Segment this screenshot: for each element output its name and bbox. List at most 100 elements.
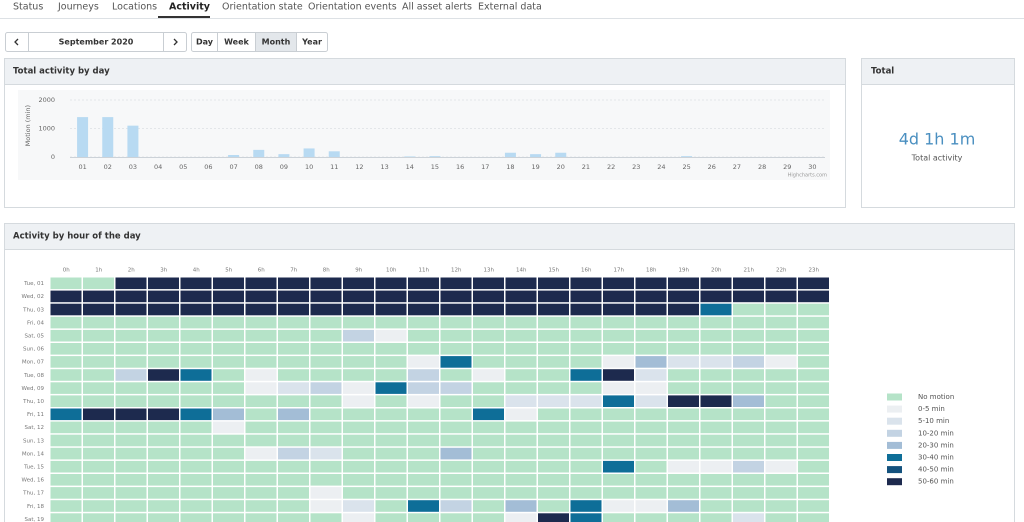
heat-cell bbox=[570, 421, 602, 434]
heat-cell bbox=[115, 447, 147, 460]
x-tick-label: 20 bbox=[557, 163, 565, 171]
tab[interactable]: Journeys bbox=[57, 2, 99, 13]
tab[interactable]: Orientation events bbox=[308, 2, 397, 13]
x-tick-label: 10 bbox=[305, 163, 313, 171]
heat-cell bbox=[278, 343, 309, 355]
y-tick-label: Sat, 19 bbox=[24, 517, 44, 522]
x-tick-label: 11h bbox=[419, 268, 430, 274]
heat-cell bbox=[473, 369, 504, 381]
heat-cell bbox=[570, 343, 602, 355]
legend-label: 10-20 min bbox=[918, 429, 954, 437]
heat-cell bbox=[538, 277, 569, 290]
heat-cell bbox=[180, 500, 212, 512]
x-tick-label: 2h bbox=[128, 268, 135, 274]
heat-cell bbox=[408, 474, 439, 486]
heat-cell bbox=[375, 343, 407, 355]
heat-cell bbox=[473, 356, 504, 368]
heat-cell bbox=[440, 303, 472, 316]
heat-cell bbox=[278, 513, 309, 522]
heat-cell bbox=[700, 316, 732, 329]
heat-cell bbox=[473, 316, 504, 329]
heat-cell bbox=[798, 408, 829, 421]
heat-cell bbox=[408, 500, 439, 512]
x-tick-label: 13 bbox=[380, 163, 388, 171]
tab[interactable]: All asset alerts bbox=[402, 2, 472, 13]
heat-cell bbox=[408, 460, 439, 473]
x-tick-label: 17 bbox=[481, 163, 489, 171]
x-tick-label: 07 bbox=[229, 163, 237, 171]
heat-cell bbox=[505, 447, 537, 460]
view-button[interactable]: Day bbox=[196, 38, 214, 47]
heat-cell bbox=[700, 369, 732, 381]
tab[interactable]: External data bbox=[478, 2, 542, 13]
heat-cell bbox=[50, 356, 82, 368]
heat-cell bbox=[570, 356, 602, 368]
heat-cell bbox=[765, 303, 797, 316]
tab[interactable]: Status bbox=[13, 2, 43, 13]
heat-cell bbox=[180, 290, 212, 303]
heat-cell bbox=[375, 513, 407, 522]
heat-cell bbox=[440, 343, 472, 355]
tab[interactable]: Orientation state bbox=[222, 2, 303, 13]
heat-cell bbox=[115, 356, 147, 368]
heat-cell bbox=[213, 343, 244, 355]
heat-cell bbox=[180, 356, 212, 368]
heat-cell bbox=[310, 487, 342, 499]
heat-cell bbox=[278, 421, 309, 434]
heat-cell bbox=[343, 356, 374, 368]
heat-cell bbox=[505, 408, 537, 421]
x-tick-label: 19h bbox=[679, 268, 690, 274]
tab-active[interactable]: Activity bbox=[169, 2, 211, 13]
heat-cell bbox=[603, 474, 634, 486]
heat-cell bbox=[570, 474, 602, 486]
heat-cell bbox=[798, 447, 829, 460]
heat-cell bbox=[50, 316, 82, 329]
heat-cell bbox=[700, 434, 732, 447]
heat-cell bbox=[408, 513, 439, 522]
heat-cell bbox=[603, 303, 634, 316]
x-tick-label: 21 bbox=[582, 163, 590, 171]
heat-cell bbox=[603, 434, 634, 447]
view-active-bg bbox=[255, 33, 297, 51]
heat-cell bbox=[668, 329, 699, 342]
heat-cell bbox=[278, 277, 309, 290]
heat-cell bbox=[83, 395, 114, 407]
view-button[interactable]: Week bbox=[224, 38, 249, 47]
plot-background bbox=[18, 90, 830, 180]
legend-swatch bbox=[887, 478, 902, 486]
heat-cell bbox=[440, 316, 472, 329]
x-tick-label: 18h bbox=[646, 268, 657, 274]
heat-cell bbox=[538, 382, 569, 394]
heat-cell bbox=[278, 408, 309, 421]
heat-cell bbox=[148, 277, 179, 290]
prev-button[interactable] bbox=[14, 38, 19, 46]
heat-cell bbox=[115, 408, 147, 421]
heat-cell bbox=[343, 395, 374, 407]
heat-cell bbox=[50, 382, 82, 394]
bar bbox=[429, 156, 441, 157]
heat-cell bbox=[603, 421, 634, 434]
x-tick-label: 28 bbox=[758, 163, 766, 171]
heat-cell bbox=[180, 382, 212, 394]
heat-cell bbox=[473, 513, 504, 522]
heat-cell bbox=[473, 329, 504, 342]
heat-cell bbox=[83, 369, 114, 381]
x-tick-label: 12 bbox=[355, 163, 363, 171]
heat-cell bbox=[50, 500, 82, 512]
tab[interactable]: Locations bbox=[112, 2, 157, 13]
heat-cell bbox=[278, 487, 309, 499]
view-button[interactable]: Month bbox=[262, 38, 291, 47]
x-tick-label: 23 bbox=[632, 163, 640, 171]
heat-cell bbox=[115, 277, 147, 290]
view-button[interactable]: Year bbox=[301, 38, 322, 47]
heat-cell bbox=[50, 369, 82, 381]
legend-label: 40-50 min bbox=[918, 466, 954, 474]
legend-label: 0-5 min bbox=[918, 405, 945, 413]
next-button[interactable] bbox=[173, 38, 178, 46]
heat-cell bbox=[765, 356, 797, 368]
heat-cell bbox=[408, 356, 439, 368]
total-value: 4d 1h 1m bbox=[899, 130, 976, 149]
heat-cell bbox=[310, 395, 342, 407]
x-tick-label: 9h bbox=[355, 268, 362, 274]
